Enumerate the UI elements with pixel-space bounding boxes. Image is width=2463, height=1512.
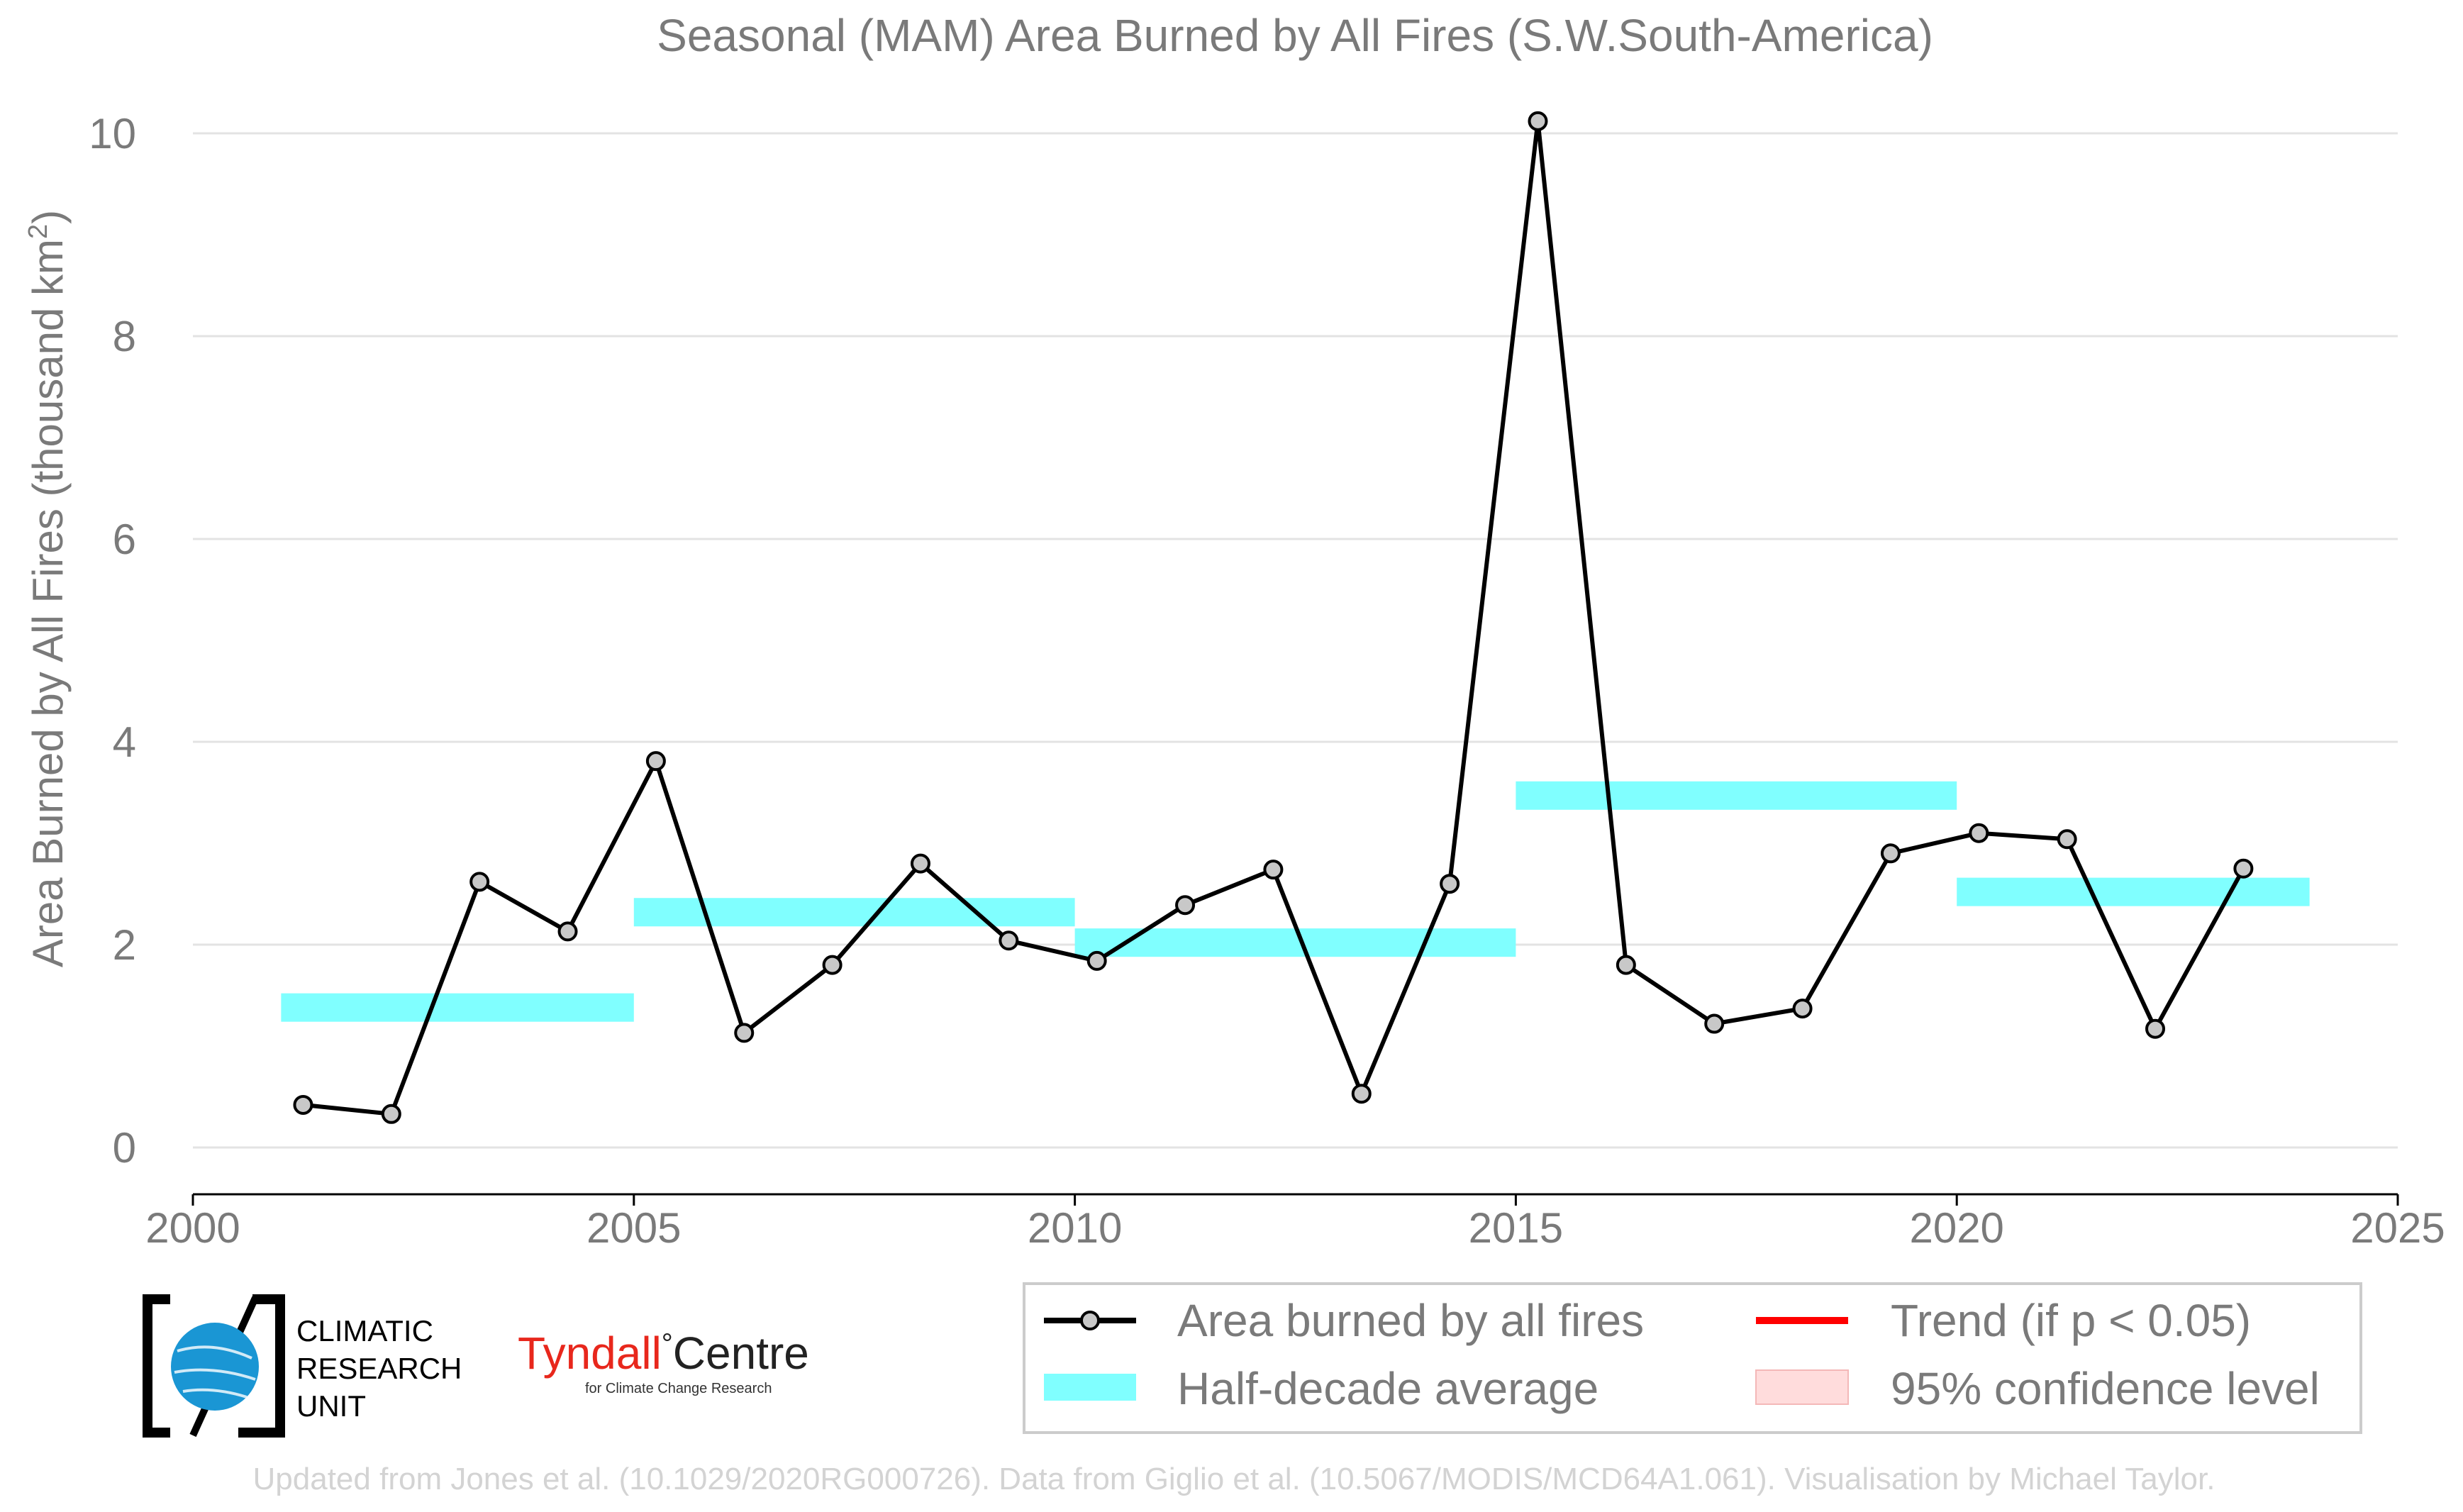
data-point-18	[1792, 999, 1813, 1019]
legend-key-half-decade	[1044, 1374, 1136, 1401]
x-tick-label-2010: 2010	[1028, 1204, 1122, 1252]
data-point-2	[381, 1104, 401, 1124]
tyndall-logo-centre: Centre	[673, 1328, 809, 1379]
y-tick-label-10: 10	[89, 110, 136, 157]
half-decade-band-1	[281, 993, 634, 1022]
tyndall-logo: Tyndall°Centre for Climate Change Resear…	[518, 1328, 809, 1396]
legend-key-marker	[1080, 1311, 1100, 1330]
data-point-16	[1616, 955, 1636, 975]
data-point-14	[1440, 874, 1460, 894]
chart-title: Seasonal (MAM) Area Burned by All Fires …	[657, 10, 1933, 61]
svg-text:Tyndall°Centre: Tyndall°Centre	[518, 1328, 809, 1379]
grid	[193, 132, 2398, 1149]
data-point-3	[469, 872, 490, 892]
data-point-10	[1086, 950, 1107, 971]
half-decade-band-5	[1957, 877, 2310, 906]
data-point-12	[1263, 860, 1284, 880]
legend-label-confidence: 95% confidence level	[1891, 1363, 2320, 1414]
series-area-burned	[293, 111, 2254, 1124]
tyndall-logo-subtitle: for Climate Change Research	[585, 1381, 772, 1396]
data-point-7	[822, 955, 843, 975]
data-point-17	[1704, 1013, 1725, 1034]
x-tick-label-2025: 2025	[2350, 1204, 2445, 1252]
y-tick-label-2: 2	[113, 921, 136, 969]
x-tick-label-2020: 2020	[1909, 1204, 2003, 1252]
credit-line: Updated from Jones et al. (10.1029/2020R…	[253, 1462, 2215, 1496]
y-tick-label-0: 0	[113, 1124, 136, 1172]
y-axis-title-main: Area Burned by All Fires (thousand km	[24, 239, 72, 967]
data-point-4	[557, 921, 578, 942]
x-tick-label-2005: 2005	[586, 1204, 681, 1252]
series-line	[303, 118, 2246, 1116]
data-point-13	[1351, 1084, 1372, 1104]
cru-logo-bracket-right	[238, 1294, 285, 1438]
data-point-1	[293, 1094, 313, 1115]
cru-logo-globe-lines	[174, 1345, 256, 1399]
y-axis-title: Area Burned by All Fires (thousand km2)	[23, 210, 72, 967]
half-decade-band-3	[1074, 928, 1516, 957]
x-axis	[191, 1193, 2399, 1206]
data-point-22	[2145, 1018, 2166, 1039]
data-point-5	[645, 751, 666, 772]
half-decade-band-4	[1516, 781, 1957, 810]
legend: Area burned by all fires Trend (if p < 0…	[1023, 1282, 2362, 1434]
legend-label-area-burned: Area burned by all fires	[1177, 1295, 1644, 1346]
data-point-15	[1528, 111, 1548, 131]
y-axis-title-close: )	[24, 210, 72, 224]
cru-logo-line-1: CLIMATIC	[296, 1314, 433, 1347]
cru-logo-bracket-left	[143, 1294, 170, 1438]
x-tick-label-2015: 2015	[1469, 1204, 1563, 1252]
cru-logo-line-3: UNIT	[296, 1389, 366, 1423]
legend-label-trend: Trend (if p < 0.05)	[1891, 1295, 2251, 1346]
half-decade-bands	[281, 781, 2310, 1022]
data-point-19	[1880, 843, 1901, 864]
tyndall-logo-degree: °	[662, 1328, 673, 1360]
data-point-11	[1175, 895, 1196, 916]
legend-key-confidence	[1755, 1369, 1849, 1405]
y-tick-label-6: 6	[113, 516, 136, 563]
tyndall-logo-name: Tyndall	[518, 1328, 662, 1379]
data-point-9	[999, 930, 1019, 951]
data-point-23	[2233, 858, 2254, 879]
data-point-21	[2057, 829, 2077, 850]
legend-frame	[1023, 1282, 2362, 1434]
data-point-8	[910, 853, 930, 874]
legend-label-half-decade: Half-decade average	[1177, 1363, 1599, 1414]
data-point-20	[1969, 823, 1989, 843]
y-tick-labels: 0 2 4 6 8 10	[89, 110, 136, 1172]
x-tick-label-2000: 2000	[145, 1204, 240, 1252]
y-tick-label-8: 8	[113, 313, 136, 360]
cru-logo-line-2: RESEARCH	[296, 1352, 462, 1385]
x-tick-labels: 2000 2005 2010 2015 2020 2025	[145, 1204, 2445, 1252]
y-tick-label-4: 4	[113, 718, 136, 766]
cru-logo-globe	[171, 1323, 259, 1411]
data-point-6	[734, 1023, 755, 1043]
cru-logo: CLIMATIC RESEARCH UNIT	[143, 1294, 462, 1438]
y-axis-title-superscript: 2	[23, 224, 53, 239]
